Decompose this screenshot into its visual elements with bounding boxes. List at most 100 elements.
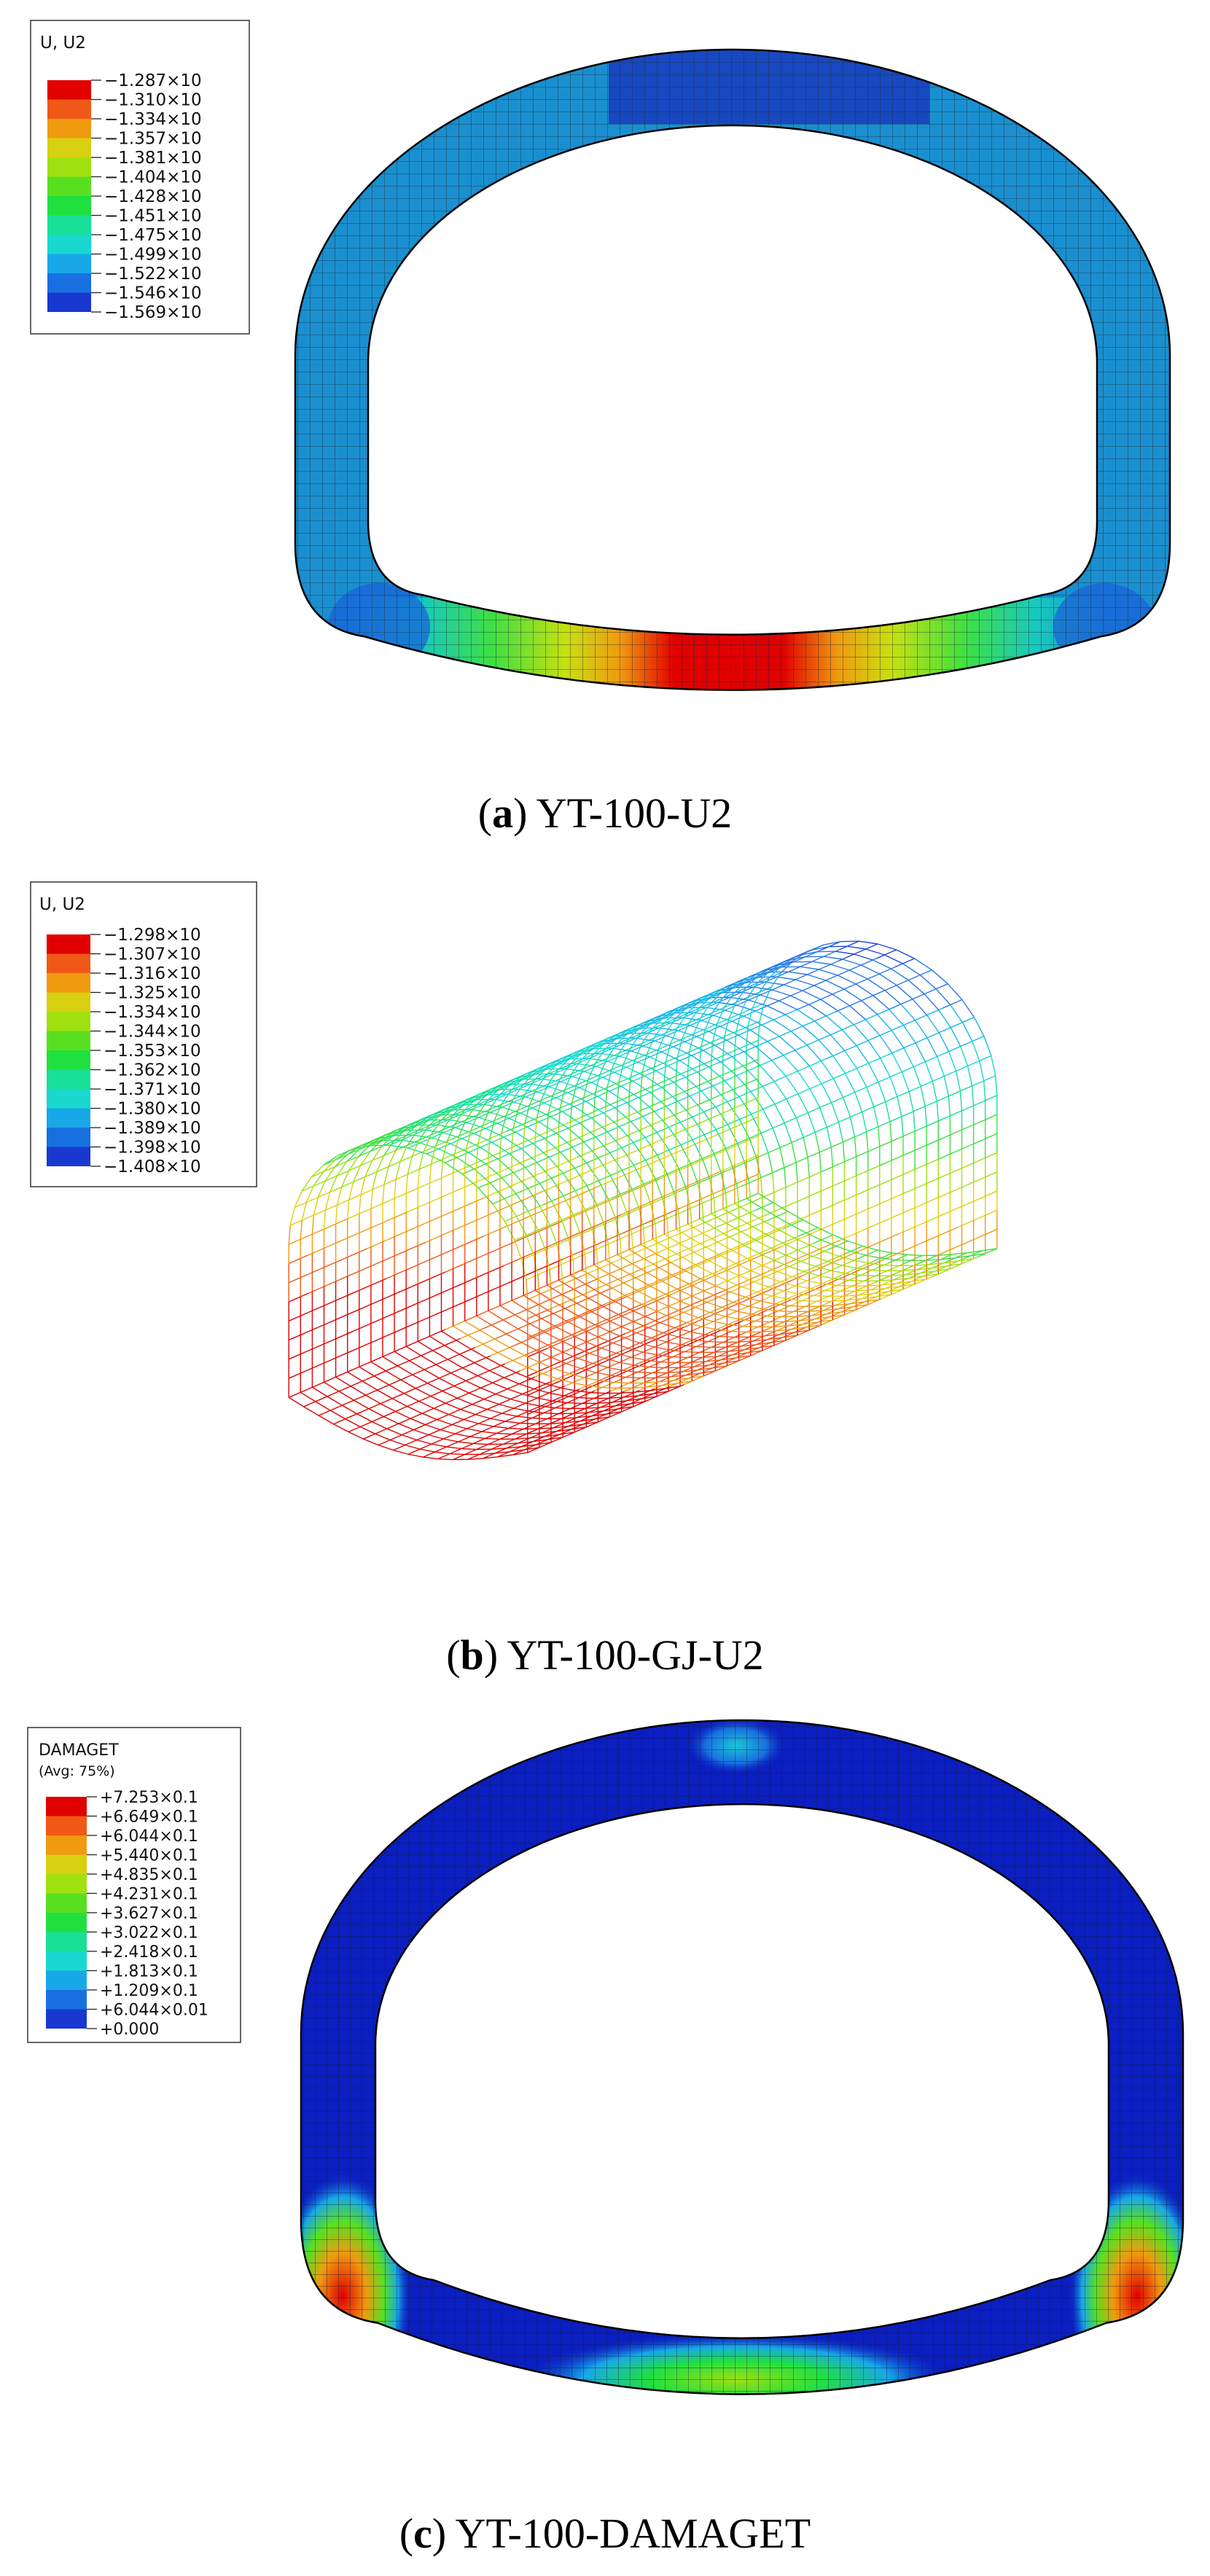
rebar-longitudinal [386, 1231, 407, 1241]
legend-a: U, U2−1.287×10−1.310×10−1.334×10−1.357×1… [30, 20, 250, 335]
rebar-hoop [335, 1154, 348, 1167]
rebar-longitudinal [957, 1199, 978, 1209]
rebar-longitudinal [947, 1252, 968, 1262]
rebar-hoop [779, 1229, 795, 1239]
rebar-hoop [665, 1044, 671, 1063]
rebar-hoop [579, 1418, 596, 1422]
rebar-hoop [917, 1267, 932, 1271]
rebar-longitudinal [918, 1139, 939, 1150]
rebar-hoop [623, 1282, 639, 1292]
rebar-hoop [547, 1069, 559, 1085]
rebar-hoop [983, 1036, 992, 1056]
rebar-longitudinal [654, 1380, 674, 1389]
rebar-hoop [432, 1443, 447, 1448]
rebar-longitudinal [288, 1311, 309, 1322]
rebar-hoop [694, 1364, 709, 1367]
rebar-hoop [636, 1332, 652, 1339]
rebar-hoop [713, 1153, 722, 1174]
rebar-hoop [586, 1341, 602, 1349]
rebar-hoop [832, 1078, 844, 1098]
rebar-hoop [653, 1023, 665, 1039]
rebar-longitudinal [834, 1115, 855, 1125]
rebar-longitudinal [568, 1079, 588, 1089]
rebar-hoop [546, 1113, 550, 1133]
rebar-longitudinal [445, 1206, 465, 1216]
rebar-hoop [899, 1284, 916, 1287]
rebar-hoop [605, 1032, 620, 1043]
rebar-hoop [346, 1144, 362, 1155]
rebar-longitudinal [595, 1405, 616, 1415]
rebar-hoop [763, 1308, 778, 1312]
rebar-longitudinal [386, 1327, 407, 1337]
rebar-hoop [646, 1037, 655, 1055]
rebar-longitudinal [288, 1388, 309, 1398]
rebar-hoop [725, 1148, 734, 1168]
rebar-hoop [575, 1068, 585, 1085]
rebar-hoop [743, 1325, 759, 1328]
rebar-longitudinal [425, 1290, 446, 1300]
rebar-longitudinal [542, 1220, 563, 1230]
rebar-hoop [513, 1172, 528, 1189]
rebar-hoop [624, 1042, 644, 1047]
rebar-hoop [663, 1062, 667, 1082]
rebar-hoop [536, 1397, 553, 1402]
rebar-longitudinal [612, 1334, 633, 1344]
rebar-longitudinal [425, 1195, 446, 1205]
rebar-hoop [386, 1428, 402, 1436]
legend-label: +4.231×0.1 [100, 1886, 198, 1904]
rebar-hoop [771, 989, 791, 996]
rebar-longitudinal [601, 1137, 622, 1147]
rebar-hoop [967, 1250, 983, 1254]
rebar-longitudinal [778, 1093, 799, 1103]
rebar-hoop [759, 977, 770, 993]
rebar-hoop [820, 999, 838, 1012]
rebar-hoop [393, 1128, 407, 1141]
rebar-longitudinal [550, 1408, 571, 1418]
legend-label: −1.381×10 [104, 149, 202, 168]
rebar-longitudinal [521, 1251, 542, 1261]
rebar-longitudinal [873, 1098, 894, 1108]
rebar-longitudinal [464, 1235, 485, 1245]
rebar-hoop [656, 1311, 672, 1319]
rebar-hoop [708, 1340, 723, 1343]
rebar-hoop [550, 1178, 564, 1197]
rebar-longitudinal [327, 1333, 348, 1343]
rebar-hoop [559, 1090, 566, 1109]
rebar-hoop [562, 1173, 576, 1192]
rebar-longitudinal [719, 1067, 739, 1077]
rebar-hoop [891, 1053, 902, 1072]
legend-swatch [47, 953, 90, 973]
rebar-longitudinal [682, 1008, 703, 1018]
rebar-longitudinal [838, 1134, 859, 1144]
rebar-hoop [354, 1400, 370, 1410]
legend-swatch [46, 1990, 87, 2010]
rebar-hoop [595, 1074, 601, 1093]
rebar-longitudinal [879, 1290, 899, 1300]
rebar-hoop [395, 1410, 411, 1419]
rebar-hoop [400, 1379, 416, 1389]
rebar-hoop [504, 1198, 518, 1217]
rebar-hoop [452, 1098, 468, 1109]
legend-label: −1.298×10 [104, 926, 201, 945]
rebar-hoop [763, 986, 772, 1004]
rebar-longitudinal [700, 1037, 721, 1047]
rebar-longitudinal [801, 1228, 821, 1238]
rebar-hoop [680, 1144, 692, 1164]
rebar-longitudinal [566, 1388, 587, 1398]
rebar-longitudinal [554, 1359, 574, 1370]
rebar-longitudinal [572, 1295, 593, 1305]
rebar-hoop [536, 1162, 552, 1179]
rebar-hoop [605, 1088, 608, 1107]
legend-swatch [47, 119, 91, 138]
rebar-longitudinal [418, 1131, 440, 1141]
rebar-longitudinal [815, 1123, 835, 1133]
rebar-longitudinal [308, 1322, 329, 1332]
rebar-longitudinal [614, 1397, 635, 1407]
rebar-hoop [556, 1326, 572, 1336]
rebar-hoop [447, 1359, 464, 1369]
rebar-hoop [727, 1324, 743, 1327]
rebar-hoop [630, 1059, 636, 1078]
rebar-hoop [795, 1050, 811, 1066]
rebar-longitudinal [644, 1335, 665, 1345]
rebar-hoop [644, 1316, 660, 1324]
